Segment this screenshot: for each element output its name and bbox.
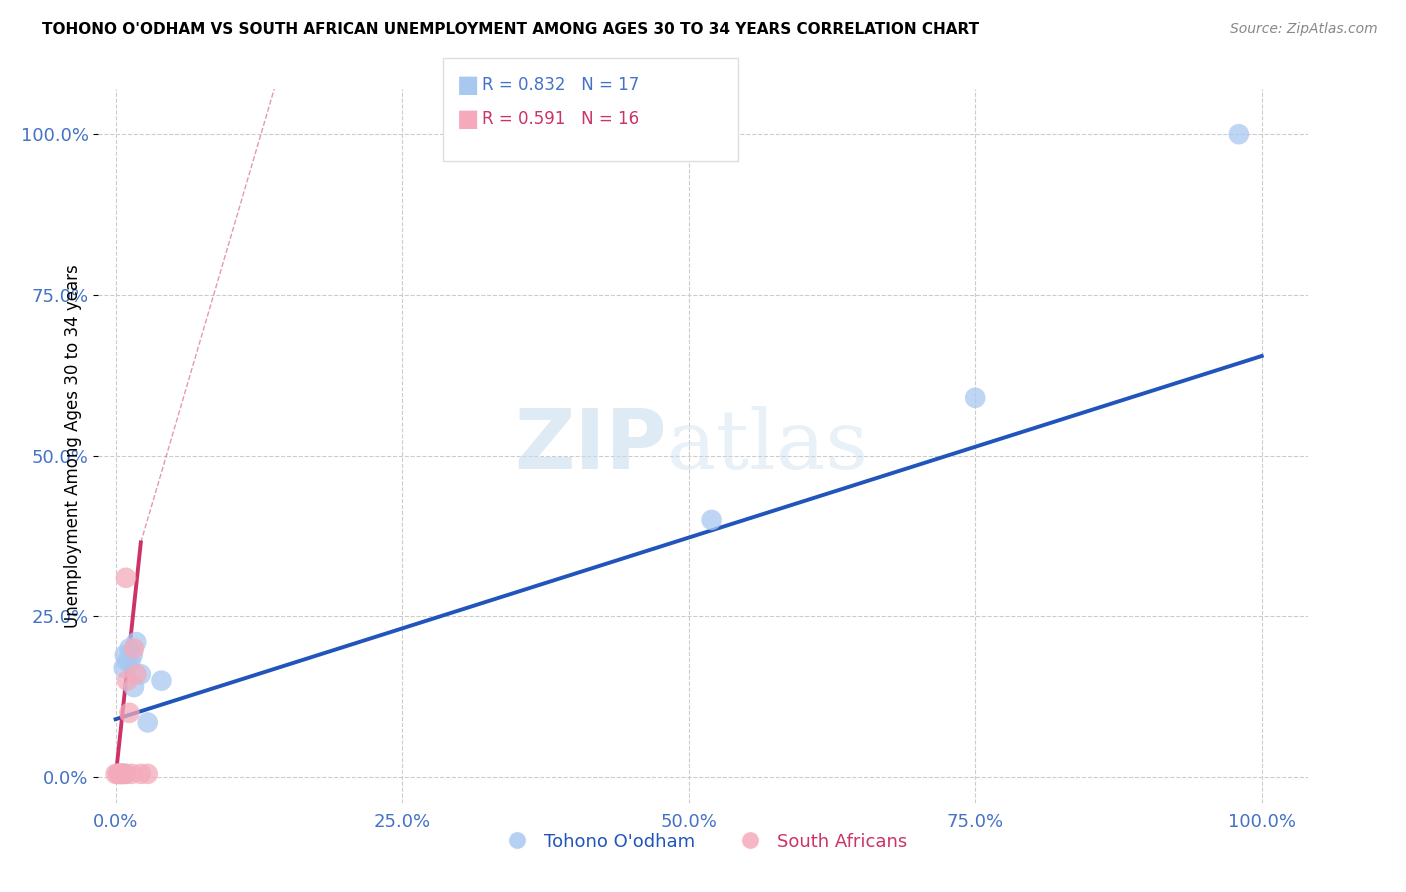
Text: R = 0.591   N = 16: R = 0.591 N = 16 <box>482 110 640 128</box>
Point <box>114 767 136 781</box>
Point <box>112 767 135 781</box>
Point <box>120 654 142 668</box>
Point <box>129 667 152 681</box>
Text: TOHONO O'ODHAM VS SOUTH AFRICAN UNEMPLOYMENT AMONG AGES 30 TO 34 YEARS CORRELATI: TOHONO O'ODHAM VS SOUTH AFRICAN UNEMPLOY… <box>42 22 980 37</box>
Point <box>107 767 129 781</box>
Point <box>118 641 141 656</box>
Text: atlas: atlas <box>666 406 869 486</box>
Point <box>121 767 143 781</box>
Point <box>115 673 138 688</box>
Point <box>136 715 159 730</box>
Point <box>1227 127 1250 141</box>
Point <box>122 680 145 694</box>
Text: ZIP: ZIP <box>515 406 666 486</box>
Point <box>108 767 131 781</box>
Point <box>125 667 148 681</box>
Point <box>965 391 987 405</box>
Point <box>115 571 138 585</box>
Point <box>110 767 132 781</box>
Point <box>136 767 159 781</box>
Point <box>121 648 143 662</box>
Point <box>125 635 148 649</box>
Point <box>112 661 135 675</box>
Point <box>122 641 145 656</box>
Y-axis label: Unemployment Among Ages 30 to 34 years: Unemployment Among Ages 30 to 34 years <box>63 264 82 628</box>
Point <box>700 513 723 527</box>
Point <box>118 706 141 720</box>
Point <box>129 767 152 781</box>
Point <box>111 767 134 781</box>
Point <box>115 767 138 781</box>
Point <box>115 654 138 668</box>
Point <box>108 767 131 781</box>
Text: R = 0.832   N = 17: R = 0.832 N = 17 <box>482 76 640 94</box>
Point <box>110 767 132 781</box>
Point <box>150 673 173 688</box>
Text: ■: ■ <box>457 107 479 130</box>
Text: Source: ZipAtlas.com: Source: ZipAtlas.com <box>1230 22 1378 37</box>
Point <box>104 767 127 781</box>
Legend: Tohono O'odham, South Africans: Tohono O'odham, South Africans <box>492 826 914 858</box>
Point <box>114 648 136 662</box>
Text: ■: ■ <box>457 73 479 96</box>
Point <box>108 767 131 781</box>
